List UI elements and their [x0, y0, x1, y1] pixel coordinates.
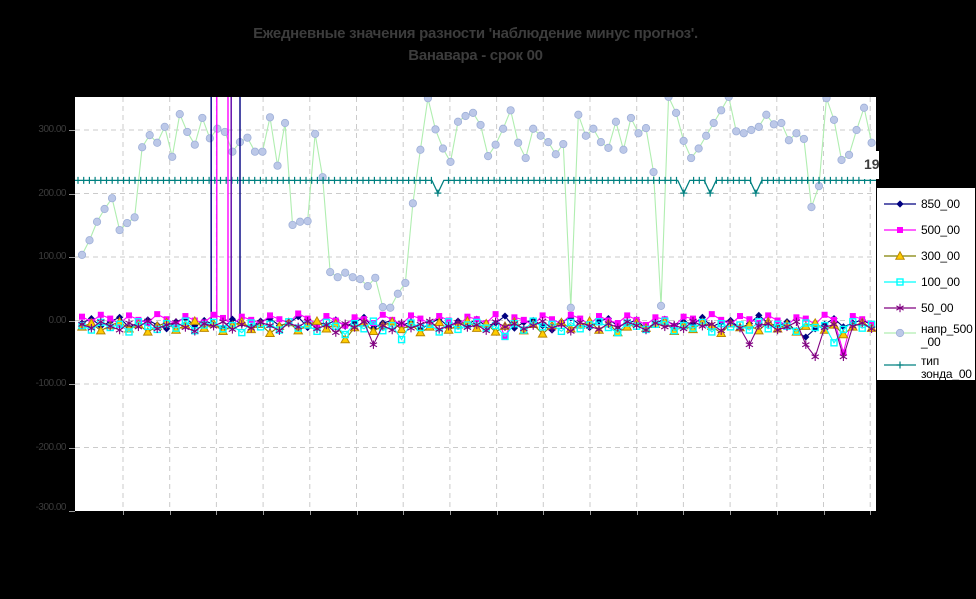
legend-item-300[interactable]: 300_00 [882, 243, 975, 269]
x-axis-tick [496, 511, 498, 515]
y-axis-tick [69, 193, 75, 195]
legend-item-100[interactable]: 100_00 [882, 269, 975, 295]
legend-item-500[interactable]: 500_00 [882, 217, 975, 243]
legend-item-tip-zonda[interactable]: тип зонда_00 [882, 353, 975, 381]
y-axis-tick [69, 384, 75, 385]
y-axis-label-1: 200.00 [38, 187, 66, 199]
chart-title-line2: Ванавара - срок 00 [408, 47, 543, 64]
legend-item-napr-500[interactable]: напр_500 _00 [882, 321, 975, 353]
x-axis-tick [169, 511, 171, 515]
y-axis-tick [69, 130, 75, 131]
x-axis-tick [216, 511, 218, 515]
x-axis-tick [730, 511, 732, 515]
legend-marker-tip-zonda-icon [884, 361, 916, 369]
y-axis-tick [69, 320, 75, 322]
y-axis-label-6: -300.00 [35, 502, 67, 513]
x-axis-tick [776, 511, 778, 515]
y-axis-label-3: 0.00 [48, 314, 67, 326]
y-axis-label-2: 100.00 [38, 251, 66, 262]
legend-item-label: 500_00 [921, 222, 960, 237]
legend-marker-500-icon [884, 227, 916, 233]
legend-item-label: тип зонда_00 [921, 354, 972, 381]
legend-item-label: напр_500 _00 [921, 322, 973, 349]
x-axis-tick [263, 511, 265, 515]
chart-title-line1: Ежедневные значения разности 'наблюдение… [253, 25, 698, 42]
y-axis-label-5: -200.00 [35, 441, 67, 453]
chart-title: Ежедневные значения разности 'наблюдение… [75, 23, 876, 67]
chart-canvas [75, 97, 876, 511]
x-axis-tick [636, 511, 638, 515]
legend-item-label: 850_00 [921, 196, 960, 211]
legend-item-label: 300_00 [921, 248, 960, 263]
legend-marker-napr-500-icon [884, 328, 916, 338]
plot-area[interactable] [75, 97, 876, 511]
legend-marker-300-icon [884, 250, 916, 260]
partial-value-label: 19 [862, 151, 879, 179]
legend-item-850[interactable]: 850_00 [882, 191, 975, 217]
y-axis-tick [69, 447, 75, 449]
x-axis-tick [403, 511, 405, 515]
y-axis-tick [69, 511, 75, 512]
x-axis-tick [870, 511, 872, 515]
x-axis-tick [309, 511, 311, 515]
legend-item-label: 100_00 [921, 274, 960, 289]
legend-item-label: 50_00 [921, 300, 954, 315]
y-axis-tick [69, 257, 75, 258]
x-axis-tick [123, 511, 124, 515]
y-axis-label-0: 300.00 [38, 124, 66, 135]
legend-marker-850-icon [884, 200, 916, 208]
x-axis-tick [449, 511, 451, 515]
x-axis-tick [356, 511, 358, 515]
legend-marker-100-icon [884, 278, 916, 286]
legend-item-50[interactable]: 50_00 [882, 295, 975, 321]
y-axis-label-4: -100.00 [35, 378, 67, 389]
x-axis-tick [683, 511, 685, 515]
x-axis-tick [543, 511, 545, 515]
legend-box: 850_00 500_00 300_00 100_00 50_00 напр_5… [876, 187, 976, 381]
x-axis-tick [823, 511, 825, 515]
legend-marker-50-icon [884, 303, 916, 313]
x-axis-tick [590, 511, 591, 515]
